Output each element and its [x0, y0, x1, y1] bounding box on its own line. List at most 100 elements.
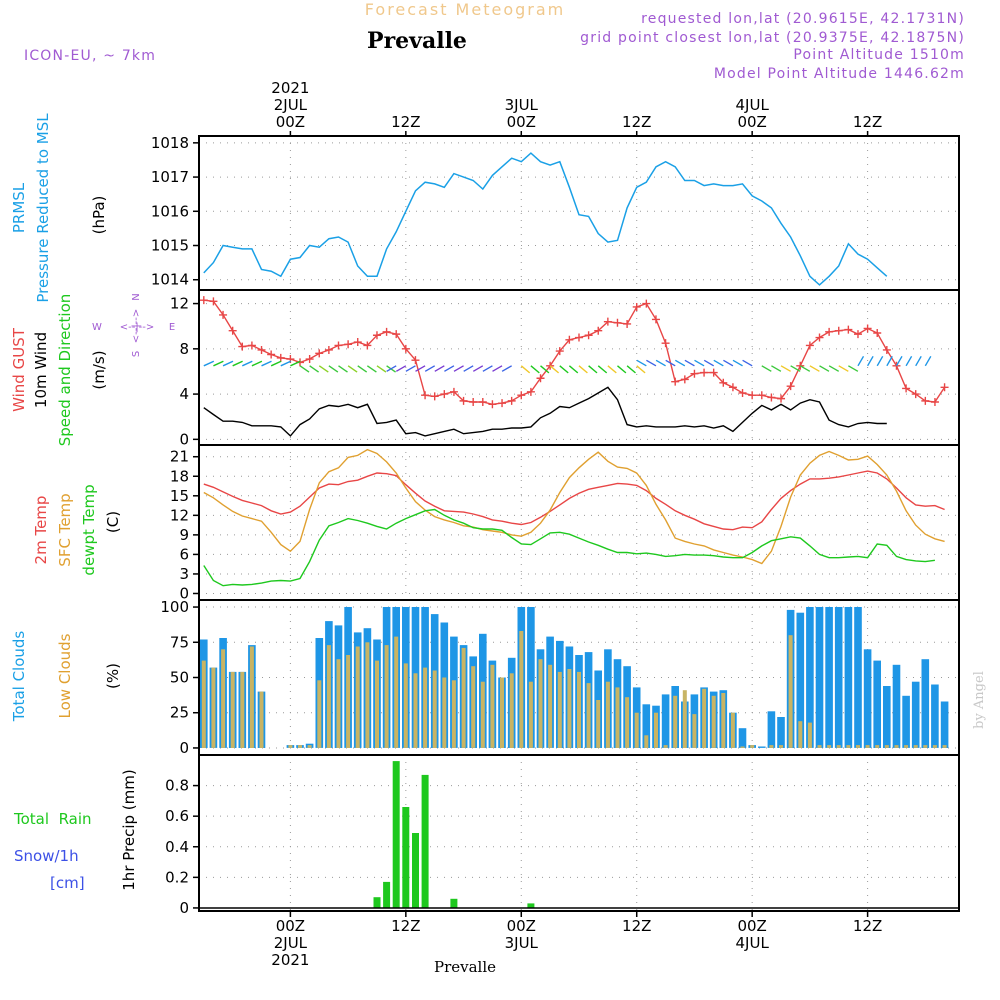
wind-direction-arrow [492, 365, 503, 372]
gust-point [632, 302, 641, 311]
label-2m-temp: 2m Temp [32, 496, 50, 565]
compass-rose: N <--|--> S W <--|--> E [92, 293, 175, 357]
gust-point [834, 326, 843, 335]
wind-direction-arrow [665, 359, 676, 367]
low-cloud-bar [856, 745, 860, 748]
total-cloud-bar [806, 607, 814, 748]
gust-point [488, 400, 497, 409]
wind-direction-arrow [674, 359, 686, 367]
bottom-time-label: 12Z [391, 917, 420, 935]
wind-panel: 0 4 8 12 [170, 289, 960, 448]
gust-point [421, 391, 430, 400]
low-cloud-bar [721, 693, 726, 748]
gust-point [430, 392, 439, 401]
low-cloud-bar [201, 660, 206, 748]
rain-bar [527, 903, 535, 908]
wind-direction-arrow [568, 365, 579, 374]
label-10m-wind: 10m Wind [32, 332, 50, 408]
low-cloud-bar [586, 683, 591, 748]
low-cloud-bar [904, 745, 909, 748]
bottom-time-label: 3JUL [505, 934, 539, 952]
gust-point [623, 319, 632, 328]
low-cloud-bar [827, 745, 832, 748]
low-cloud-bar [288, 745, 293, 748]
y-tick-label: 0 [179, 430, 189, 448]
low-cloud-bar [750, 745, 755, 748]
y-tick-label: 0.2 [165, 868, 189, 886]
low-cloud-bar [605, 681, 610, 748]
wind-direction-arrow [790, 365, 801, 372]
gust-point [517, 391, 526, 400]
low-cloud-bar [634, 712, 639, 748]
y-tick-label: 1018 [151, 134, 189, 152]
wind-direction-arrow [838, 365, 849, 372]
wind-direction-arrow [424, 365, 436, 372]
gust-point [238, 342, 247, 351]
gust-point [584, 331, 593, 340]
y-tick-label: 6 [179, 545, 189, 563]
gust-point [363, 341, 372, 350]
wind-direction-arrow [309, 365, 320, 373]
total-cloud-bar [931, 684, 939, 748]
series-2m-temp-line [203, 470, 945, 531]
wind-direction-arrow [626, 365, 636, 374]
gust-point [565, 335, 574, 344]
low-cloud-bar [365, 642, 370, 748]
watermark: by Angel [972, 671, 987, 729]
total-cloud-bar [661, 694, 670, 748]
low-cloud-bar [519, 631, 524, 748]
label-pressure-unit: (hPa) [90, 196, 108, 235]
series-gust-line [203, 299, 946, 406]
low-cloud-bar [596, 700, 601, 748]
top-time-label: 00Z [276, 113, 305, 131]
gust-point [930, 398, 939, 407]
total-cloud-bar [796, 612, 805, 748]
wind-direction-arrow [318, 365, 329, 373]
label-clouds-unit: (%) [104, 663, 122, 689]
low-cloud-bar [654, 712, 658, 748]
total-cloud-bar [911, 681, 920, 748]
gust-point [603, 317, 612, 326]
y-tick-label: 0 [179, 584, 189, 602]
y-tick-label: 3 [179, 565, 189, 583]
wind-direction-arrow [540, 365, 550, 374]
precip-panel: 0 0.2 0.4 0.6 0.8 [165, 754, 960, 917]
model-name: ICON-EU, ~ 7km [24, 48, 156, 64]
grid [199, 755, 959, 911]
rain-bar [450, 898, 458, 908]
low-cloud-bar [413, 673, 418, 748]
wind-direction-arrow [270, 360, 282, 367]
low-cloud-bar [259, 691, 264, 748]
low-cloud-bar [567, 669, 572, 748]
low-cloud-bar [942, 745, 947, 748]
low-cloud-bar [403, 663, 408, 748]
y-tick-label: 12 [170, 295, 189, 313]
low-cloud-bar [221, 649, 226, 748]
gust-point [728, 383, 737, 392]
requested-coords: requested lon,lat (20.9615E, 42.1731N) [641, 11, 965, 27]
gust-point [228, 326, 237, 335]
gust-point [767, 393, 776, 402]
low-cloud-bar [461, 647, 466, 748]
low-cloud-bar [769, 745, 774, 748]
wind-direction-arrow [251, 360, 263, 367]
wind-direction-arrow [241, 360, 253, 367]
low-cloud-bar [528, 681, 533, 748]
gust-point [440, 390, 449, 399]
low-cloud-bar [423, 667, 428, 748]
gust-point [902, 384, 911, 393]
forecast-title: Forecast Meteogram [365, 0, 565, 19]
low-cloud-bar [577, 671, 581, 748]
rain-bar [412, 833, 419, 908]
gust-point [805, 341, 814, 350]
total-cloud-bar [892, 664, 901, 748]
y-tick-label: 1014 [151, 271, 189, 289]
low-cloud-bar [836, 745, 841, 748]
label-snow-unit: [cm] [50, 874, 85, 892]
gust-point [863, 324, 872, 333]
wind-direction-arrow [338, 365, 348, 373]
bottom-time-label: 4JUL [736, 934, 770, 952]
label-prmsl: PRMSL [10, 182, 28, 233]
clouds-panel: 0 25 50 75 100 [160, 598, 960, 757]
